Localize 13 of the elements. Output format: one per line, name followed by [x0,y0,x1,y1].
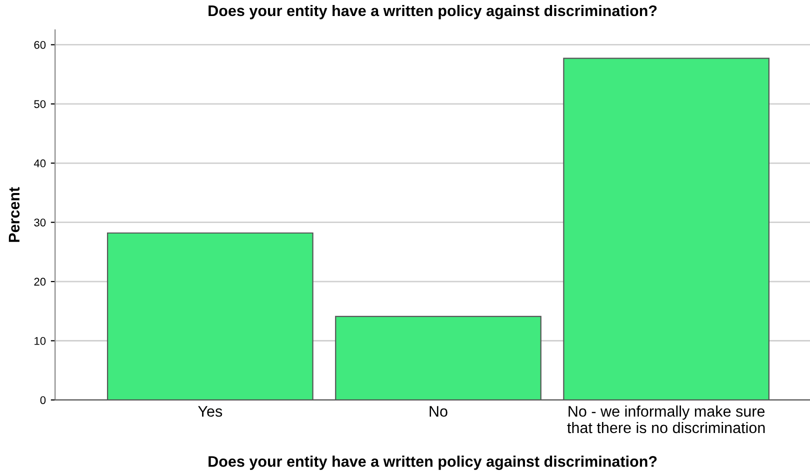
x-tick-label: Yes [198,406,222,417]
y-tick-label: 40 [34,159,46,168]
x-tick-label: No - we informally make sure that there is no discrimination [567,406,765,434]
x-tick-label: No [430,406,448,417]
y-tick-label: 30 [34,218,46,226]
chart-title: Does your entity have a written policy against discrimination? [208,4,657,20]
x-axis-title: Does your entity have a written policy against discrimination? [208,456,657,470]
y-axis-title: Percent [8,187,20,242]
y-tick-label: 60 [34,40,46,49]
y-tick-label: 20 [34,278,46,286]
y-tick-label: 0 [40,396,46,404]
y-tick-label: 50 [34,100,46,108]
y-tick-label: 10 [34,337,46,345]
